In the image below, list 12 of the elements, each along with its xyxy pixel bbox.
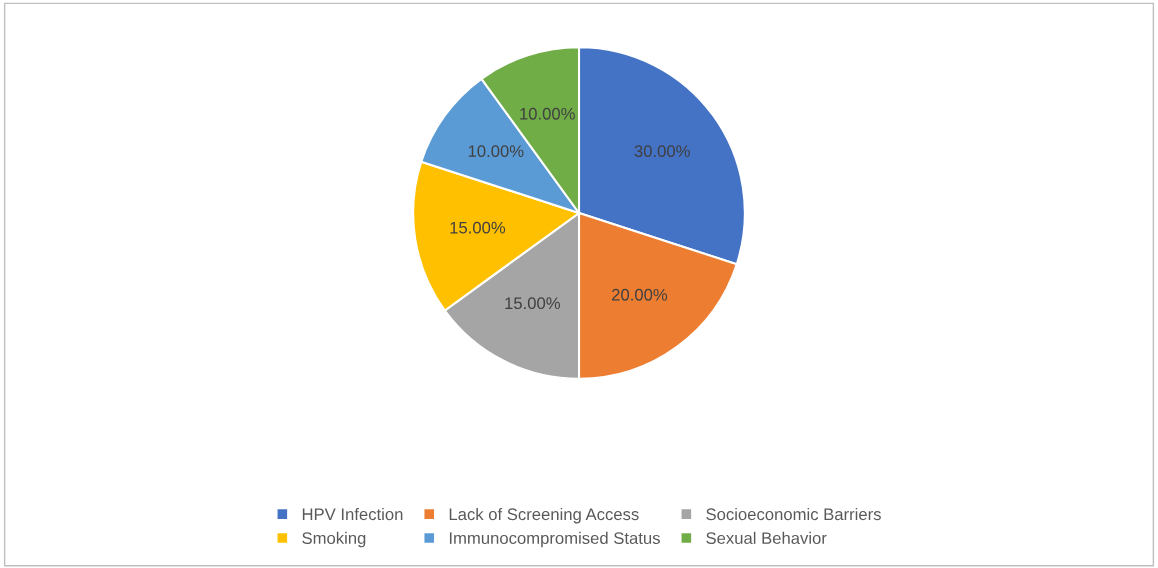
data-label: 15.00% <box>450 221 506 234</box>
data-label: 15.00% <box>505 297 560 310</box>
legend-label: Immunocompromised Status <box>449 531 660 548</box>
legend-label: Smoking <box>302 531 366 548</box>
legend-label: Sexual Behavior <box>706 531 827 545</box>
data-label: 30.00% <box>634 145 690 158</box>
data-label: 20.00% <box>612 288 668 301</box>
data-label: 10.00% <box>520 107 575 120</box>
data-label: 10.00% <box>468 145 524 158</box>
legend-label: Socioeconomic Barriers <box>706 507 881 521</box>
legend-label: Lack of Screening Access <box>449 507 639 524</box>
legend-label: HPV Infection <box>302 507 403 521</box>
